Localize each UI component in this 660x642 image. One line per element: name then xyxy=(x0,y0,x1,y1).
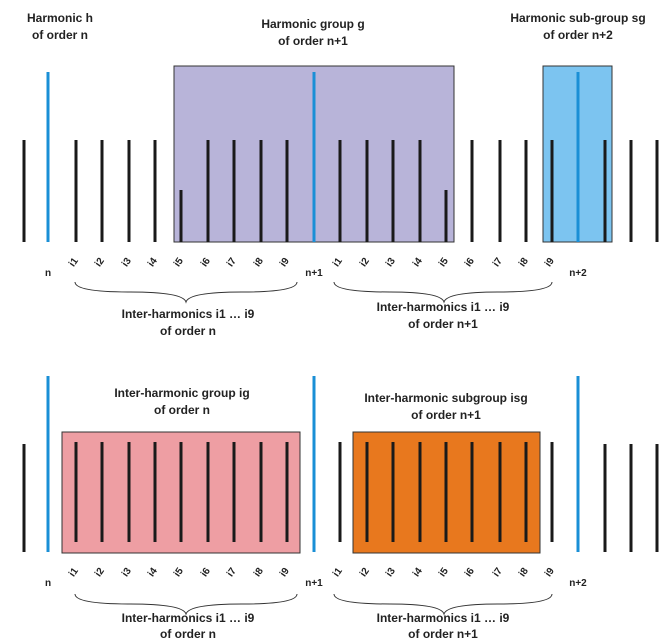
harmonic-group-label-line1: Harmonic group g xyxy=(261,17,364,31)
top-diagram: Harmonic h of order n Harmonic group g o… xyxy=(22,11,659,338)
tick-label-interharmonic: i2 xyxy=(358,256,372,270)
tick-label-interharmonic: i8 xyxy=(252,566,266,580)
bottom-brace-right-label-line2: of order n+1 xyxy=(408,627,478,641)
harmonic-subgroup-label-line2: of order n+2 xyxy=(543,28,613,42)
tick-label-interharmonic: i9 xyxy=(543,566,557,580)
bottom-tick-labels: n i1 i2 i3 i4 i5 i6 i7 i8 i9 n+1 i1 i2 i3 i4 i5 i6 i7 i8 i9… xyxy=(45,566,587,589)
interharmonic-group-label-line1: Inter-harmonic group ig xyxy=(114,386,249,400)
tick-label-interharmonic: i5 xyxy=(172,566,186,580)
top-spectral-lines xyxy=(22,72,659,242)
tick-label-n-plus-1: n+1 xyxy=(305,578,323,589)
tick-label-interharmonic: i5 xyxy=(172,256,186,270)
tick-label-interharmonic: i6 xyxy=(199,256,213,270)
tick-label-n-plus-2: n+2 xyxy=(569,268,587,279)
top-brace-right-label-line1: Inter-harmonics i1 … i9 xyxy=(377,300,510,314)
tick-label-n-plus-1: n+1 xyxy=(305,268,323,279)
tick-label-interharmonic: i1 xyxy=(331,566,345,580)
bottom-brace-right xyxy=(333,593,553,616)
tick-label-interharmonic: i2 xyxy=(93,256,107,270)
tick-label-interharmonic: i4 xyxy=(411,256,425,270)
tick-label-interharmonic: i5 xyxy=(437,256,451,270)
interharmonic-group-label-line2: of order n xyxy=(154,403,210,417)
tick-label-interharmonic: i3 xyxy=(384,566,398,580)
tick-label-interharmonic: i7 xyxy=(491,256,505,270)
tick-label-interharmonic: i3 xyxy=(384,256,398,270)
harmonic-subgroup-label-line1: Harmonic sub-group sg xyxy=(510,11,645,25)
top-brace-left xyxy=(74,281,298,304)
tick-label-interharmonic: i4 xyxy=(146,566,160,580)
bottom-spectral-lines xyxy=(22,376,659,552)
tick-label-interharmonic: i1 xyxy=(67,566,81,580)
tick-label-interharmonic: i8 xyxy=(517,566,531,580)
harmonic-label-line2: of order n xyxy=(32,28,88,42)
tick-label-interharmonic: i3 xyxy=(120,256,134,270)
tick-label-interharmonic: i4 xyxy=(411,566,425,580)
harmonic-group-label-line2: of order n+1 xyxy=(278,34,348,48)
tick-label-interharmonic: i1 xyxy=(67,256,81,270)
tick-label-interharmonic: i8 xyxy=(252,256,266,270)
harmonic-label-line1: Harmonic h xyxy=(27,11,93,25)
bottom-brace-left-label-line2: of order n xyxy=(160,627,216,641)
tick-label-interharmonic: i9 xyxy=(278,256,292,270)
bottom-brace-left-label-line1: Inter-harmonics i1 … i9 xyxy=(122,611,255,625)
bottom-brace-right-label-line1: Inter-harmonics i1 … i9 xyxy=(377,611,510,625)
tick-label-interharmonic: i6 xyxy=(463,566,477,580)
top-brace-right-label-line2: of order n+1 xyxy=(408,317,478,331)
tick-label-n: n xyxy=(45,268,51,279)
tick-label-interharmonic: i2 xyxy=(93,566,107,580)
tick-label-interharmonic: i9 xyxy=(543,256,557,270)
top-brace-right xyxy=(333,281,553,304)
interharmonic-subgroup-label-line1: Inter-harmonic subgroup isg xyxy=(364,391,527,405)
interharmonic-subgroup-label-line2: of order n+1 xyxy=(411,408,481,422)
top-tick-labels: n i1 i2 i3 i4 i5 i6 i7 i8 i9 n+1 i1 i2 i3 i4 i5 i6 i7 i8 i9… xyxy=(45,256,587,279)
tick-label-interharmonic: i6 xyxy=(463,256,477,270)
tick-label-n-plus-2: n+2 xyxy=(569,578,587,589)
tick-label-interharmonic: i5 xyxy=(437,566,451,580)
tick-label-n: n xyxy=(45,578,51,589)
tick-label-interharmonic: i3 xyxy=(120,566,134,580)
tick-label-interharmonic: i7 xyxy=(225,256,239,270)
tick-label-interharmonic: i1 xyxy=(331,256,345,270)
tick-label-interharmonic: i2 xyxy=(358,566,372,580)
top-brace-left-label-line1: Inter-harmonics i1 … i9 xyxy=(122,307,255,321)
top-brace-left-label-line2: of order n xyxy=(160,324,216,338)
tick-label-interharmonic: i7 xyxy=(491,566,505,580)
tick-label-interharmonic: i6 xyxy=(199,566,213,580)
bottom-brace-left xyxy=(74,593,298,616)
tick-label-interharmonic: i9 xyxy=(278,566,292,580)
bottom-diagram: Inter-harmonic group ig of order n Inter… xyxy=(22,376,659,641)
tick-label-interharmonic: i8 xyxy=(517,256,531,270)
tick-label-interharmonic: i4 xyxy=(146,256,160,270)
tick-label-interharmonic: i7 xyxy=(225,566,239,580)
